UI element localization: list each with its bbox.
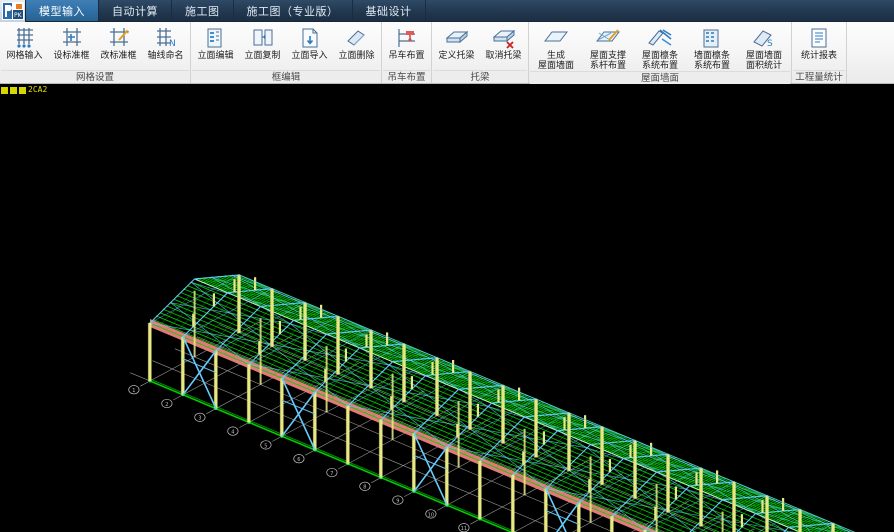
tab-construction-drawing[interactable]: 施工图 bbox=[172, 0, 234, 21]
tab-foundation-design[interactable]: 基础设计 bbox=[353, 0, 426, 21]
roof-wall-area-icon: S bbox=[751, 25, 777, 51]
ribbon-filler bbox=[847, 22, 894, 83]
tab-model-input[interactable]: 模型输入 bbox=[26, 0, 99, 21]
cmd-set-standard-frame[interactable]: 设标准框 bbox=[48, 24, 95, 61]
cmd-statistics-report[interactable]: 统计报表 bbox=[793, 24, 845, 61]
cmd-label: 屋面檩条 bbox=[641, 51, 678, 61]
crane-layout-icon bbox=[395, 25, 419, 51]
cmd-roof-purlin-system[interactable]: 屋面檩条 系统布置 bbox=[634, 24, 686, 71]
svg-text:4: 4 bbox=[231, 430, 234, 436]
cursor-block-icon bbox=[10, 86, 17, 94]
cmd-label: 立面删除 bbox=[338, 51, 375, 61]
ribbon-group-roof-wall: 生成 屋面墙面 屋面支撑 系杆布置 bbox=[529, 22, 792, 84]
grid-input-icon bbox=[13, 25, 37, 51]
roof-purlin-system-icon bbox=[647, 25, 673, 51]
ribbon-group-quantity-stats: 统计报表 工程量统计 bbox=[792, 22, 847, 83]
cmd-elevation-import[interactable]: 立面导入 bbox=[286, 24, 333, 61]
cursor-block-icon bbox=[19, 86, 26, 94]
group-title: 吊车布置 bbox=[383, 70, 430, 83]
ribbon-group-crane: 吊车布置 吊车布置 bbox=[382, 22, 432, 83]
generate-roof-wall-icon bbox=[543, 25, 569, 51]
group-title: 框编辑 bbox=[192, 70, 380, 83]
cmd-label: 屋面支撑 bbox=[589, 51, 626, 61]
svg-text:5: 5 bbox=[264, 443, 267, 449]
cmd-label: 吊车布置 bbox=[388, 51, 425, 61]
svg-text:1: 1 bbox=[132, 388, 135, 394]
svg-text:2: 2 bbox=[165, 402, 168, 408]
cmd-crane-layout[interactable]: 吊车布置 bbox=[383, 24, 430, 61]
group-title: 网格设置 bbox=[1, 70, 189, 83]
cmd-label2: 系统布置 bbox=[693, 61, 730, 71]
elevation-delete-icon bbox=[345, 25, 369, 51]
ribbon: 网格输入 设标准框 bbox=[0, 22, 894, 84]
roof-brace-tie-icon bbox=[595, 25, 621, 51]
cmd-label: 立面编辑 bbox=[197, 51, 234, 61]
cmd-label: 生成 bbox=[546, 51, 565, 61]
tab-auto-calc[interactable]: 自动计算 bbox=[99, 0, 172, 21]
structural-model-3d[interactable]: 123456789101112131415161718192012345 bbox=[0, 96, 894, 532]
app-logo-icon[interactable]: PK bbox=[0, 0, 26, 22]
cmd-elevation-delete[interactable]: 立面删除 bbox=[333, 24, 380, 61]
command-status-bar[interactable]: 2CA2 bbox=[0, 84, 894, 96]
elevation-import-icon bbox=[298, 25, 322, 51]
cmd-label2: 屋面墙面 bbox=[537, 61, 574, 71]
cancel-joist-icon bbox=[491, 25, 517, 51]
cursor-block-icon bbox=[1, 86, 8, 94]
elevation-edit-icon bbox=[204, 25, 228, 51]
cmd-edit-standard-frame[interactable]: 改标准框 bbox=[95, 24, 142, 61]
ribbon-tabstrip: PK 模型输入 自动计算 施工图 施工图（专业版） 基础设计 bbox=[0, 0, 894, 22]
cmd-roof-brace-tie[interactable]: 屋面支撑 系杆布置 bbox=[582, 24, 634, 71]
svg-text:N: N bbox=[169, 39, 176, 49]
cmd-elevation-edit[interactable]: 立面编辑 bbox=[192, 24, 239, 61]
svg-text:9: 9 bbox=[396, 499, 399, 505]
svg-text:6: 6 bbox=[297, 457, 300, 463]
cmd-label2: 系杆布置 bbox=[589, 61, 626, 71]
svg-text:11: 11 bbox=[461, 526, 467, 532]
cmd-wall-purlin-system[interactable]: 墙面檩条 系统布置 bbox=[686, 24, 738, 71]
cmd-label: 屋面墙面 bbox=[745, 51, 782, 61]
command-text: 2CA2 bbox=[28, 85, 48, 94]
group-title: 工程量统计 bbox=[793, 70, 845, 83]
svg-text:7: 7 bbox=[330, 471, 333, 477]
cmd-label: 定义托梁 bbox=[438, 51, 475, 61]
cmd-axis-naming[interactable]: N 轴线命名 bbox=[142, 24, 189, 61]
wall-purlin-system-icon bbox=[699, 25, 725, 51]
svg-text:PK: PK bbox=[14, 12, 23, 19]
cmd-label: 网格输入 bbox=[6, 51, 43, 61]
define-joist-icon bbox=[444, 25, 470, 51]
edit-standard-frame-icon bbox=[107, 25, 131, 51]
svg-text:8: 8 bbox=[363, 485, 366, 491]
cmd-roof-wall-area[interactable]: S 屋面墙面 面积统计 bbox=[738, 24, 790, 71]
svg-text:S: S bbox=[767, 39, 773, 49]
cmd-label: 立面复制 bbox=[244, 51, 281, 61]
ribbon-group-joist: 定义托梁 取消托梁 托梁 bbox=[432, 22, 529, 83]
elevation-copy-icon bbox=[251, 25, 275, 51]
cmd-elevation-copy[interactable]: 立面复制 bbox=[239, 24, 286, 61]
cmd-label: 统计报表 bbox=[800, 51, 837, 61]
cmd-label2: 面积统计 bbox=[745, 61, 782, 71]
tab-construction-drawing-pro[interactable]: 施工图（专业版） bbox=[234, 0, 353, 21]
cmd-grid-input[interactable]: 网格输入 bbox=[1, 24, 48, 61]
group-title: 托梁 bbox=[433, 70, 527, 83]
cmd-label2: 系统布置 bbox=[641, 61, 678, 71]
axis-naming-icon: N bbox=[154, 25, 178, 51]
cmd-label: 轴线命名 bbox=[147, 51, 184, 61]
group-title: 屋面墙面 bbox=[530, 71, 790, 84]
cmd-label: 墙面檩条 bbox=[693, 51, 730, 61]
cmd-label: 改标准框 bbox=[100, 51, 137, 61]
ribbon-group-frame-edit: 立面编辑 立面复制 bbox=[191, 22, 382, 83]
svg-text:3: 3 bbox=[198, 416, 201, 422]
model-viewport[interactable]: 123456789101112131415161718192012345 bbox=[0, 96, 894, 532]
cmd-generate-roof-wall[interactable]: 生成 屋面墙面 bbox=[530, 24, 582, 71]
svg-text:10: 10 bbox=[428, 512, 434, 518]
report-icon bbox=[807, 25, 831, 51]
cmd-label: 设标准框 bbox=[53, 51, 90, 61]
cmd-cancel-joist[interactable]: 取消托梁 bbox=[480, 24, 527, 61]
cmd-define-joist[interactable]: 定义托梁 bbox=[433, 24, 480, 61]
cmd-label: 立面导入 bbox=[291, 51, 328, 61]
set-standard-frame-icon bbox=[60, 25, 84, 51]
ribbon-group-grid-settings: 网格输入 设标准框 bbox=[0, 22, 191, 83]
cmd-label: 取消托梁 bbox=[485, 51, 522, 61]
